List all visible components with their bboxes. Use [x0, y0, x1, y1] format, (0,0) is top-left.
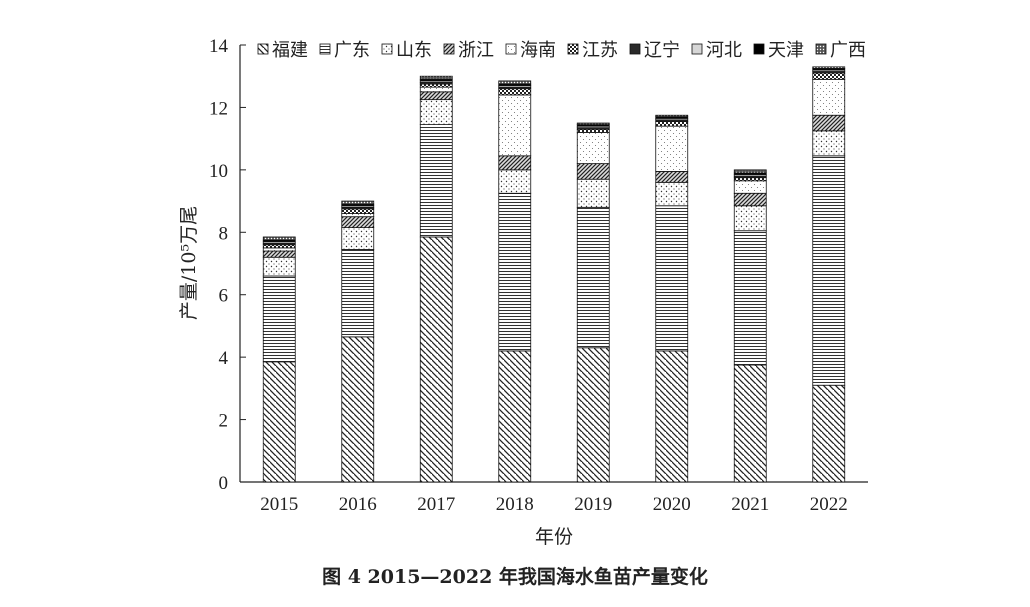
bar-segment: [341, 249, 375, 338]
bar-segment: [576, 178, 610, 208]
x-tick-label: 2015: [260, 494, 298, 515]
x-tick-label: 2020: [653, 494, 691, 515]
bar-segment: [498, 350, 532, 483]
legend-label: 山东: [396, 40, 432, 61]
bar-segment: [419, 75, 453, 80]
bar-segment: [262, 236, 296, 241]
bar-segment: [498, 155, 532, 171]
legend-swatch: [691, 43, 703, 55]
legend-swatch: [443, 43, 455, 55]
bar-segment: [655, 114, 689, 118]
bar-segment: [576, 122, 610, 125]
x-tick-label: 2021: [731, 494, 769, 515]
bar-segment: [341, 213, 375, 218]
legend-label: 河北: [706, 40, 742, 61]
bar-segment: [262, 247, 296, 252]
x-tick-label: 2019: [574, 494, 612, 515]
legend-label: 广西: [830, 40, 866, 61]
legend-label: 天津: [768, 40, 804, 61]
bar-segment: [812, 78, 846, 116]
bar-segment: [576, 163, 610, 180]
legend: 福建 广东 山东 浙江 海南 江苏 辽宁 河北 天津 广西: [257, 40, 866, 61]
x-tick-label: 2016: [339, 494, 377, 515]
figure-caption: 图 4 2015—2022 年我国海水鱼苗产量变化: [322, 566, 708, 588]
legend-swatch: [815, 43, 827, 55]
bar-segment: [341, 227, 375, 250]
bar-segment: [655, 121, 689, 127]
bar-segment: [576, 128, 610, 133]
legend-swatch: [629, 43, 641, 55]
bar-segment: [733, 205, 767, 232]
bar-segment: [341, 208, 375, 214]
bar-segment: [419, 236, 453, 483]
y-tick-label: 6: [219, 286, 229, 307]
y-tick-label: 14: [209, 36, 229, 57]
bar-segment: [655, 125, 689, 172]
x-axis-title: 年份: [535, 526, 573, 548]
bar-segment: [733, 192, 767, 207]
legend-swatch: [567, 43, 579, 55]
bar-segment: [262, 250, 296, 258]
bar-segment: [812, 130, 846, 157]
legend-label: 福建: [272, 40, 308, 61]
bar-segment: [419, 86, 453, 93]
bar-segment: [655, 181, 689, 207]
y-tick-label: 12: [209, 98, 228, 119]
bar-segment: [341, 200, 375, 205]
bar-segment: [655, 205, 689, 352]
bar-segment: [733, 180, 767, 194]
bar-segment: [498, 169, 532, 194]
legend-swatch: [319, 43, 331, 55]
y-tick-label: 8: [219, 223, 229, 244]
bar-segment: [419, 83, 453, 88]
bar-segment: [812, 114, 846, 132]
bar-segment: [733, 364, 767, 483]
bar-segment: [655, 350, 689, 483]
bar-segment: [733, 230, 767, 366]
bar-segment: [498, 80, 532, 85]
bar-segment: [498, 192, 532, 352]
legend-label: 浙江: [458, 40, 494, 61]
bar-segment: [341, 336, 375, 483]
bar-segment: [655, 171, 689, 183]
bar-segment: [262, 256, 296, 277]
x-tick-label: 2017: [417, 494, 455, 515]
x-tick-label: 2018: [496, 494, 534, 515]
y-tick-label: 4: [219, 348, 229, 369]
bar-segment: [733, 169, 767, 174]
y-axis-title: 产量/10⁵万尾: [178, 206, 200, 320]
legend-label: 江苏: [582, 40, 618, 61]
bar-segment: [419, 124, 453, 238]
legend-swatch: [257, 43, 269, 55]
bar-segment: [262, 361, 296, 483]
legend-swatch: [381, 43, 393, 55]
legend-label: 广东: [334, 40, 370, 61]
bar-segment: [262, 275, 296, 363]
axes: 0 2 4 6 8 10 12 14 2015 2016 2017 2018 2019 2020 2021 2…: [209, 36, 868, 515]
legend-label: 辽宁: [644, 40, 680, 61]
bar-segment: [341, 216, 375, 229]
bar-segment: [498, 88, 532, 96]
y-tick-label: 0: [219, 473, 229, 494]
bar-segment: [576, 347, 610, 483]
bar-segment: [262, 244, 296, 249]
bar-segment: [576, 206, 610, 349]
bar-segment: [576, 131, 610, 165]
legend-swatch: [505, 43, 517, 55]
bar-segment: [498, 94, 532, 157]
bar-segment: [733, 177, 767, 182]
bars: [262, 66, 846, 483]
y-tick-label: 10: [209, 161, 228, 182]
stacked-bar-chart: 0 2 4 6 8 10 12 14 2015 2016 2017 2018 2019 2020 2021 2…: [178, 36, 868, 548]
bar-segment: [812, 66, 846, 69]
legend-swatch: [753, 43, 765, 55]
y-tick-label: 2: [219, 411, 229, 432]
legend-label: 海南: [520, 40, 556, 61]
bar-segment: [419, 99, 453, 125]
bar-segment: [812, 155, 846, 386]
bar-segment: [812, 72, 846, 80]
bar-segment: [419, 91, 453, 101]
x-tick-label: 2022: [810, 494, 848, 515]
bar-segment: [812, 384, 846, 483]
